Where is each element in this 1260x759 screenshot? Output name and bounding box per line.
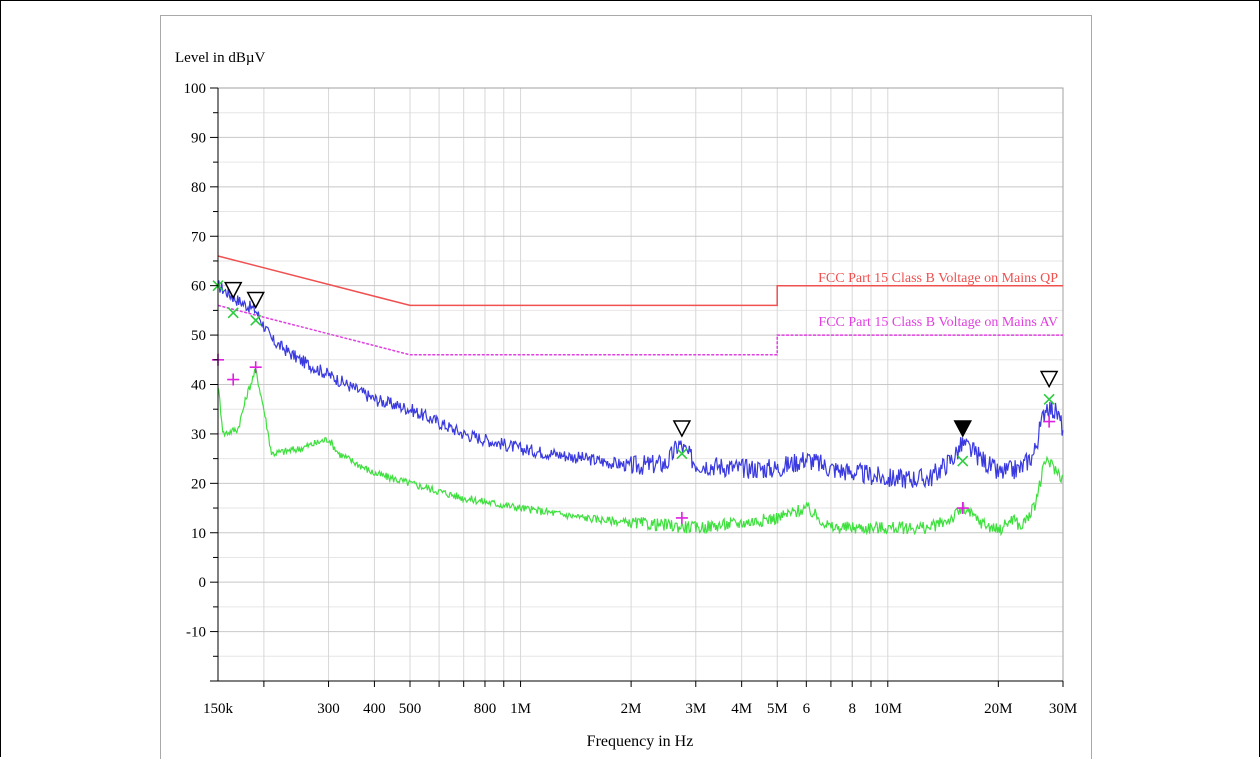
plot-panel bbox=[160, 15, 1092, 759]
y-tick-label: 30 bbox=[191, 427, 206, 443]
x-tick-label: 8 bbox=[848, 701, 856, 717]
x-tick-label: 500 bbox=[399, 701, 422, 717]
x-tick-label: 10M bbox=[874, 701, 902, 717]
x-tick-label: 400 bbox=[363, 701, 386, 717]
peak-marker bbox=[672, 420, 692, 438]
limit-line-av bbox=[217, 304, 1063, 356]
qp-marker bbox=[250, 314, 262, 326]
y-tick-label: 40 bbox=[191, 378, 206, 394]
peak-marker bbox=[223, 281, 243, 300]
x-tick-label: 4M bbox=[731, 701, 752, 717]
limit-line-qp bbox=[217, 255, 1063, 307]
series-average-trace bbox=[217, 368, 1064, 537]
av-marker bbox=[675, 511, 688, 524]
limit-label-av: FCC Part 15 Class B Voltage on Mains AV bbox=[818, 315, 1058, 330]
y-tick-label: 0 bbox=[199, 575, 207, 591]
y-axis-label: Level in dBµV bbox=[175, 50, 265, 66]
x-tick-label: 300 bbox=[317, 701, 340, 717]
y-tick-label: -10 bbox=[186, 625, 206, 641]
qp-marker bbox=[676, 448, 688, 460]
av-marker bbox=[249, 361, 262, 374]
x-tick-label: 5M bbox=[767, 701, 788, 717]
peak-marker bbox=[1039, 370, 1059, 389]
x-tick-label: 150k bbox=[203, 701, 234, 717]
av-marker bbox=[1043, 415, 1056, 428]
av-marker bbox=[956, 502, 969, 515]
y-tick-label: 90 bbox=[191, 130, 206, 146]
y-tick-label: 10 bbox=[191, 526, 206, 542]
series-peak-trace bbox=[217, 280, 1064, 489]
peak-marker bbox=[953, 420, 972, 438]
x-tick-label: 800 bbox=[474, 701, 497, 717]
y-tick-label: 70 bbox=[191, 229, 206, 245]
y-tick-label: 80 bbox=[191, 180, 206, 196]
x-axis-label: Frequency in Hz bbox=[587, 733, 694, 750]
y-tick-label: 50 bbox=[191, 328, 206, 344]
peak-marker bbox=[246, 291, 265, 310]
x-tick-label: 2M bbox=[621, 701, 642, 717]
x-tick-label: 30M bbox=[1049, 701, 1077, 717]
qp-marker bbox=[957, 455, 969, 467]
av-marker bbox=[227, 373, 240, 386]
y-tick-label: 20 bbox=[191, 476, 206, 492]
y-tick-label: 100 bbox=[184, 81, 207, 97]
qp-marker bbox=[1043, 393, 1055, 405]
qp-marker bbox=[227, 307, 239, 319]
limit-label-qp: FCC Part 15 Class B Voltage on Mains QP bbox=[818, 271, 1058, 286]
x-tick-label: 6 bbox=[803, 701, 811, 717]
y-tick-label: 60 bbox=[191, 279, 206, 295]
x-tick-label: 20M bbox=[984, 701, 1012, 717]
x-tick-label: 1M bbox=[510, 701, 531, 717]
x-tick-label: 3M bbox=[685, 701, 706, 717]
